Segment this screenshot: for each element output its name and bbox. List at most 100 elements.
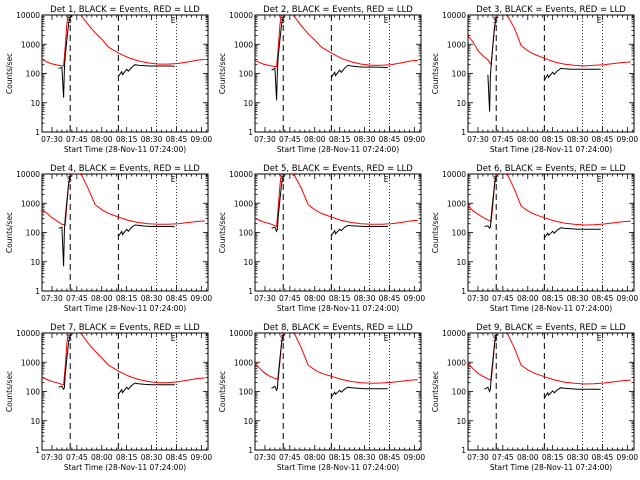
x-tick-label: 08:30	[141, 453, 163, 462]
x-tick-label: 07:45	[279, 135, 301, 144]
x-tick-label: 08:15	[542, 135, 564, 144]
x-tick-label: 08:00	[517, 135, 539, 144]
y-tick-label: 100	[26, 388, 41, 397]
plot-frame	[41, 332, 209, 451]
panel-det-8: Det 8, BLACK = Events, RED = LLD 1 10 100 10…	[218, 323, 425, 472]
panel-det-6: Det 6, BLACK = Events, RED = LLD 1 10 100 10…	[431, 164, 638, 313]
y-tick-label: 10000	[16, 11, 40, 20]
x-tick-label: 07:30	[41, 135, 63, 144]
x-tick-label: 07:45	[492, 135, 514, 144]
e-marker-label: E	[597, 16, 602, 25]
events-series-line	[543, 67, 601, 81]
y-axis-label: Counts/sec	[431, 371, 440, 412]
x-tick-label: 08:45	[166, 453, 188, 462]
y-tick-label: 1000	[234, 199, 253, 208]
panel-title: Det 9, BLACK = Events, RED = LLD	[476, 323, 626, 333]
x-axis-label: Start Time (28-Nov-11 07:24:00)	[64, 304, 186, 313]
y-axis-label: Counts/sec	[431, 212, 440, 253]
x-tick-label: 07:45	[66, 294, 88, 303]
x-tick-label: 08:30	[567, 453, 589, 462]
y-tick-label: 100	[239, 70, 254, 79]
x-tick-label: 08:00	[91, 294, 113, 303]
y-tick-label: 10000	[442, 11, 466, 20]
y-tick-label: 100	[452, 70, 467, 79]
x-tick-label: 08:45	[592, 294, 614, 303]
events-series-line	[271, 334, 285, 392]
x-tick-label: 08:45	[379, 453, 401, 462]
x-tick-label: 08:30	[141, 135, 163, 144]
x-axis-label: Start Time (28-Nov-11 07:24:00)	[490, 463, 612, 472]
y-tick-label: 10	[456, 99, 466, 108]
events-series-line	[117, 64, 175, 77]
x-tick-label: 08:30	[354, 453, 376, 462]
panel-det-2: Det 2, BLACK = Events, RED = LLD 1 10 100 10…	[218, 5, 425, 154]
x-tick-label: 07:45	[66, 453, 88, 462]
x-tick-label: 09:00	[191, 294, 213, 303]
y-tick-label: 10000	[229, 11, 253, 20]
y-tick-label: 100	[26, 70, 41, 79]
x-tick-label: 07:30	[467, 135, 489, 144]
y-tick-label: 10	[243, 417, 253, 426]
events-series-line	[543, 387, 601, 399]
e-marker-label: E	[384, 16, 389, 25]
y-tick-label: 1	[248, 287, 253, 296]
y-tick-label: 10	[30, 417, 40, 426]
plot-frame	[41, 14, 209, 133]
y-tick-label: 10000	[16, 329, 40, 338]
x-tick-label: 08:00	[304, 135, 326, 144]
x-tick-label: 08:15	[329, 135, 351, 144]
plot-frame	[254, 14, 422, 133]
x-tick-label: 08:45	[166, 135, 188, 144]
x-tick-label: 08:15	[116, 453, 138, 462]
y-axis-label: Counts/sec	[5, 53, 14, 94]
x-tick-label: 08:45	[166, 294, 188, 303]
panel-title: Det 8, BLACK = Events, RED = LLD	[263, 323, 413, 333]
x-tick-label: 08:15	[329, 294, 351, 303]
panel-title: Det 4, BLACK = Events, RED = LLD	[50, 164, 200, 174]
x-tick-label: 07:30	[41, 294, 63, 303]
x-tick-label: 09:00	[404, 453, 426, 462]
panel-det-7: Det 7, BLACK = Events, RED = LLD 1 10 100 10…	[5, 323, 212, 472]
y-tick-label: 10	[30, 258, 40, 267]
y-tick-label: 1	[35, 287, 40, 296]
y-tick-label: 1000	[234, 40, 253, 49]
lld-series-line	[468, 174, 631, 226]
y-tick-label: 10000	[229, 329, 253, 338]
events-series-line	[543, 227, 601, 239]
x-axis-label: Start Time (28-Nov-11 07:24:00)	[277, 145, 399, 154]
y-tick-label: 1000	[21, 199, 40, 208]
y-tick-label: 1	[461, 128, 466, 137]
panel-title: Det 3, BLACK = Events, RED = LLD	[476, 5, 626, 15]
lld-series-line	[255, 333, 418, 384]
x-tick-label: 09:00	[617, 135, 639, 144]
events-series-line	[330, 224, 388, 236]
y-tick-label: 10	[243, 258, 253, 267]
lld-series-line	[255, 174, 418, 228]
y-tick-label: 100	[452, 388, 467, 397]
x-tick-label: 08:30	[354, 135, 376, 144]
x-axis-label: Start Time (28-Nov-11 07:24:00)	[490, 304, 612, 313]
y-axis-label: Counts/sec	[5, 212, 14, 253]
x-tick-label: 08:00	[91, 135, 113, 144]
y-tick-label: 1000	[447, 40, 466, 49]
plot-frame	[467, 332, 635, 451]
events-series-line	[330, 64, 388, 78]
y-tick-label: 10000	[442, 329, 466, 338]
panel-det-3: Det 3, BLACK = Events, RED = LLD 1 10 100 10…	[431, 5, 638, 154]
y-tick-label: 100	[239, 388, 254, 397]
y-tick-label: 1	[248, 128, 253, 137]
x-tick-label: 07:45	[66, 135, 88, 144]
plot-frame	[467, 14, 635, 133]
y-tick-label: 1000	[447, 358, 466, 367]
x-axis-label: Start Time (28-Nov-11 07:24:00)	[64, 463, 186, 472]
y-tick-label: 1	[35, 128, 40, 137]
e-marker-label: E	[171, 16, 176, 25]
x-tick-label: 08:45	[379, 294, 401, 303]
x-axis-label: Start Time (28-Nov-11 07:24:00)	[277, 304, 399, 313]
x-tick-label: 08:45	[592, 135, 614, 144]
y-tick-label: 1000	[447, 199, 466, 208]
y-axis-label: Counts/sec	[218, 53, 227, 94]
x-tick-label: 09:00	[191, 453, 213, 462]
panel-det-1: Det 1, BLACK = Events, RED = LLD 1 10 100 10…	[5, 5, 212, 154]
